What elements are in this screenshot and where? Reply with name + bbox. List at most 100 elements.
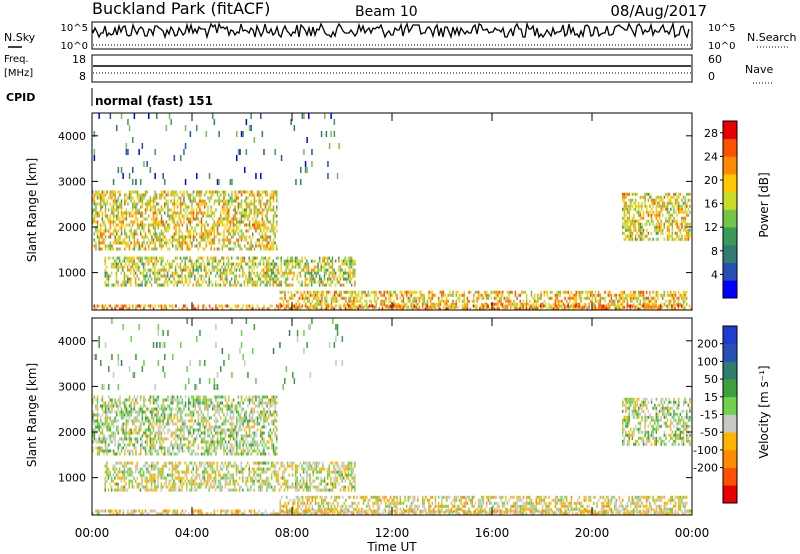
echo-cell [184,238,187,242]
echo-cell [120,232,123,236]
echo-cell [231,449,233,453]
echo-cell [152,443,155,447]
echo-cell [195,280,198,284]
echo-cell [167,428,169,432]
echo-cell [628,207,630,211]
echo-cell [130,271,132,275]
echo-cell [130,401,132,405]
echo-cell [633,296,635,300]
echo-cell [125,431,128,435]
echo-cell [176,205,179,209]
echo-cell [676,222,678,226]
echo-cell [297,305,299,309]
echo-cell [266,244,268,248]
echo-cell [221,395,224,399]
echo-cell [346,290,349,294]
echo-cell [183,407,185,411]
echo-cell [117,280,119,284]
echo-cell [671,304,673,308]
echo-cell [461,304,464,308]
echo-cell [93,199,96,203]
echo-cell [100,196,102,200]
echo-cell [307,262,310,266]
echo-cell [263,226,265,230]
echo-cell [151,247,153,251]
echo-cell [551,307,553,311]
colorbar-segment [723,121,737,139]
echo-cell [120,199,123,203]
echo-cell [103,220,105,224]
echo-cell [271,241,273,245]
echo-cell [305,293,307,297]
echo-cell [407,305,409,309]
echo-cell [180,202,182,206]
echo-cell [525,293,528,297]
echo-cell [119,410,121,414]
echo-cell [234,265,236,269]
echo-cell [107,277,110,281]
echo-cell [221,407,224,411]
echo-cell [685,290,688,294]
echo-cell [178,241,180,245]
echo-cell [112,193,115,197]
echo-cell [141,434,144,438]
echo-cell [95,205,97,209]
echo-cell [631,231,634,235]
echo-cell [264,190,267,194]
echo-cell [133,202,136,206]
echo-cell [301,296,304,300]
echo-cell [191,244,193,248]
echo-cell [557,293,560,297]
echo-cell [474,307,476,311]
echo-cell [148,425,150,429]
echo-cell [628,219,630,223]
echo-cell [205,404,208,408]
echo-cell [223,437,225,441]
echo-cell [514,304,516,308]
echo-cell [218,223,220,227]
echo-cell [186,446,188,450]
echo-cell [186,437,188,441]
echo-cell [215,452,217,456]
echo-cell [388,299,390,303]
echo-cell [570,304,572,308]
echo-cell [210,437,212,441]
echo-cell [385,296,387,300]
echo-cell [186,425,188,429]
echo-cell [108,401,110,405]
echo-cell [218,262,220,266]
echo-cell [221,256,223,260]
echo-cell [413,296,416,300]
echo-cell [159,235,161,239]
echo-cell [645,290,648,294]
echo-cell [264,214,267,218]
echo-cell [180,443,182,447]
echo-cell [264,223,267,227]
echo-cell [96,413,99,417]
echo-cell [274,262,276,266]
echo-cell [396,304,398,308]
echo-cell [208,280,210,284]
echo-cell [106,307,108,311]
echo-cell [260,193,262,197]
echo-cell [404,304,406,308]
echo-cell [170,190,172,194]
echo-cell [111,410,113,414]
echo-cell [98,449,100,453]
echo-cell [191,413,193,417]
echo-cell [178,238,180,242]
echo-cell [149,232,152,236]
echo-cell [181,241,184,245]
echo-cell [98,238,100,242]
echo-cell [625,201,627,205]
echo-cell [354,271,356,275]
echo-cell [342,283,345,287]
echo-cell [318,268,321,272]
echo-cell [223,217,225,221]
echo-cell [127,235,129,239]
echo-cell [122,259,124,263]
echo-cell [327,161,329,167]
echo-cell [125,404,128,408]
echo-cell [154,211,156,215]
